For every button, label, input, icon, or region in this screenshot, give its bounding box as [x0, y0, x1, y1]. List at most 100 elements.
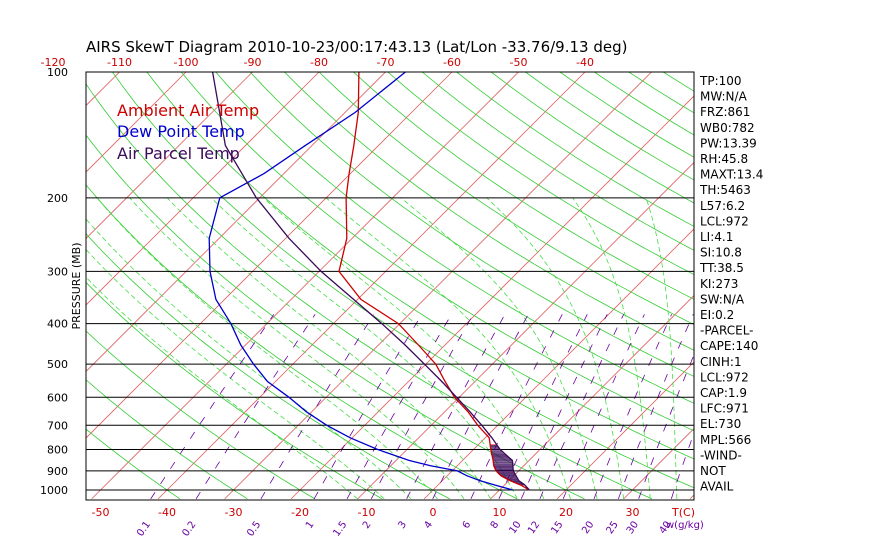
- isotherm-line: [224, 72, 653, 500]
- moist-adiabat-line: [645, 197, 678, 499]
- stability-index-label: LCL:972: [700, 370, 749, 384]
- mixing-ratio-tick-label: 10: [507, 519, 523, 536]
- stability-index-label: -WIND-: [700, 448, 742, 462]
- moist-adiabat-line: [572, 197, 651, 499]
- mixing-ratio-line: [370, 314, 474, 500]
- bottom-temperature-ticks: -50 -40 -30 -20 -10 0 10 20 30: [92, 506, 640, 519]
- mixing-ratio-tick-label: 2: [361, 519, 374, 531]
- top-temperature-tick-label: -90: [244, 56, 262, 69]
- mixing-ratio-line: [520, 314, 608, 500]
- isotherm-line: [823, 63, 870, 499]
- dry-adiabat-line: [353, 72, 694, 300]
- stability-index-label: -PARCEL-: [700, 324, 754, 338]
- mixing-ratio-tick-label: 12: [526, 519, 542, 536]
- mixing-ratio-ticks: 0.1 0.2 0.5 1 1.5 2 3 4 6 8 10 12 15 20 25 30 40: [135, 519, 674, 538]
- stability-index-label: AVAIL: [700, 480, 734, 494]
- stability-index-label: FRZ:861: [700, 105, 750, 119]
- mixing-ratio-line: [432, 314, 529, 500]
- pressure-tick-label: 400: [47, 318, 68, 331]
- isotherm-line: [757, 63, 870, 499]
- dry-adiabat-line: [86, 134, 585, 500]
- dry-adiabat-line: [86, 379, 248, 500]
- top-temperature-tick-label: -120: [41, 56, 66, 69]
- pressure-tick-label: 700: [47, 419, 68, 432]
- mixing-ratio-line: [313, 314, 423, 500]
- dry-adiabat-line: [86, 428, 181, 500]
- plot-frame: [85, 71, 695, 501]
- moist-adiabat-line: [400, 197, 598, 499]
- pressure-tick-label: 600: [47, 391, 68, 404]
- bottom-temperature-tick-label: 30: [626, 506, 640, 519]
- mixing-ratio-line: [346, 314, 452, 500]
- bottom-temperature-tick-label: 10: [493, 506, 507, 519]
- mixing-ratio-line: [406, 314, 506, 500]
- isotherm-line: [490, 294, 694, 500]
- top-temperature-tick-label: -100: [174, 56, 199, 69]
- moist-adiabat-line: [96, 197, 438, 500]
- stability-index-label: L57:6.2: [700, 199, 745, 213]
- bottom-temperature-tick-label: 0: [430, 506, 437, 519]
- sounding-profiles: [208, 72, 530, 491]
- isotherm-line: [86, 72, 254, 240]
- pressure-tick-labels: 100 200 300 400 500 600 700 800 900 1000: [40, 66, 68, 497]
- parcel-temperature-line: [211, 72, 530, 491]
- moist-adiabat-line: [263, 197, 545, 500]
- bottom-temperature-tick-label: 20: [559, 506, 573, 519]
- mixing-ratio-tick-label: 15: [549, 519, 565, 536]
- bottom-temperature-tick-label: -10: [358, 506, 376, 519]
- legend-entry: Air Parcel Temp: [117, 144, 240, 163]
- mixing-ratio-tick-label: 1.5: [331, 519, 349, 538]
- isotherm-line: [86, 72, 121, 107]
- isobar-lines: [86, 197, 694, 491]
- top-temperature-tick-label: -40: [576, 56, 594, 69]
- moist-adiabat-line: [325, 197, 571, 499]
- temperature-unit-label: T(C): [671, 506, 695, 519]
- stability-index-label: RH:45.8: [700, 152, 748, 166]
- moist-adiabat-line: [86, 218, 412, 500]
- mixing-ratio-line: [670, 431, 694, 500]
- mixing-ratio-tick-label: 0.1: [135, 519, 153, 538]
- top-temperature-tick-label: -70: [377, 56, 395, 69]
- isotherm-line: [357, 161, 694, 500]
- mixing-ratio-tick-label: 0.2: [180, 519, 198, 538]
- stability-index-label: CAP:1.9: [700, 386, 747, 400]
- mixing-ratio-line: [638, 353, 694, 500]
- isotherm-line: [157, 72, 586, 500]
- dry-adiabat-line: [86, 83, 653, 500]
- stability-index-label: LFC:971: [700, 402, 749, 416]
- dry-adiabat-line: [318, 72, 694, 325]
- dry-adiabat-line: [86, 184, 518, 500]
- dry-adiabat-line: [490, 72, 694, 204]
- isotherm-line: [91, 72, 520, 500]
- dry-adiabat-line: [421, 72, 694, 251]
- stability-index-label: SI:10.8: [700, 246, 742, 260]
- mixing-ratio-tick-label: 4: [422, 519, 435, 531]
- mixing-ratio-unit-label: w(g/kg): [666, 520, 704, 531]
- dry-adiabat-line: [86, 330, 316, 500]
- pressure-tick-label: 800: [47, 444, 68, 457]
- bottom-temperature-tick-label: -30: [225, 506, 243, 519]
- stability-index-label: MPL:566: [700, 433, 751, 447]
- stability-index-label: EI:0.2: [700, 308, 734, 322]
- pressure-tick-label: 900: [47, 465, 68, 478]
- pressure-tick-label: 300: [47, 265, 68, 278]
- dry-adiabat-line: [86, 281, 383, 500]
- stability-index-label: TT:38.5: [699, 261, 744, 275]
- moist-adiabat-line: [210, 197, 518, 500]
- isotherm-line: [556, 361, 694, 500]
- stability-index-label: CAPE:140: [700, 339, 758, 353]
- top-temperature-tick-label: -80: [310, 56, 328, 69]
- mixing-ratio-tick-label: 20: [580, 519, 596, 536]
- legend-entry: Dew Point Temp: [117, 122, 245, 141]
- mixing-ratio-tick-label: 25: [605, 519, 621, 536]
- pressure-tick-label: 500: [47, 358, 68, 371]
- stability-index-label: SW:N/A: [700, 292, 745, 306]
- dry-adiabat-line: [146, 72, 694, 460]
- stability-index-label: EL:730: [700, 417, 741, 431]
- stability-index-label: PW:13.39: [700, 136, 757, 150]
- pressure-tick-label: 200: [47, 192, 68, 205]
- mixing-ratio-line: [195, 314, 316, 500]
- stability-index-label: MW:N/A: [700, 90, 748, 104]
- stability-index-label: MAXT:13.4: [700, 168, 763, 182]
- moist-adiabat-line: [486, 197, 624, 499]
